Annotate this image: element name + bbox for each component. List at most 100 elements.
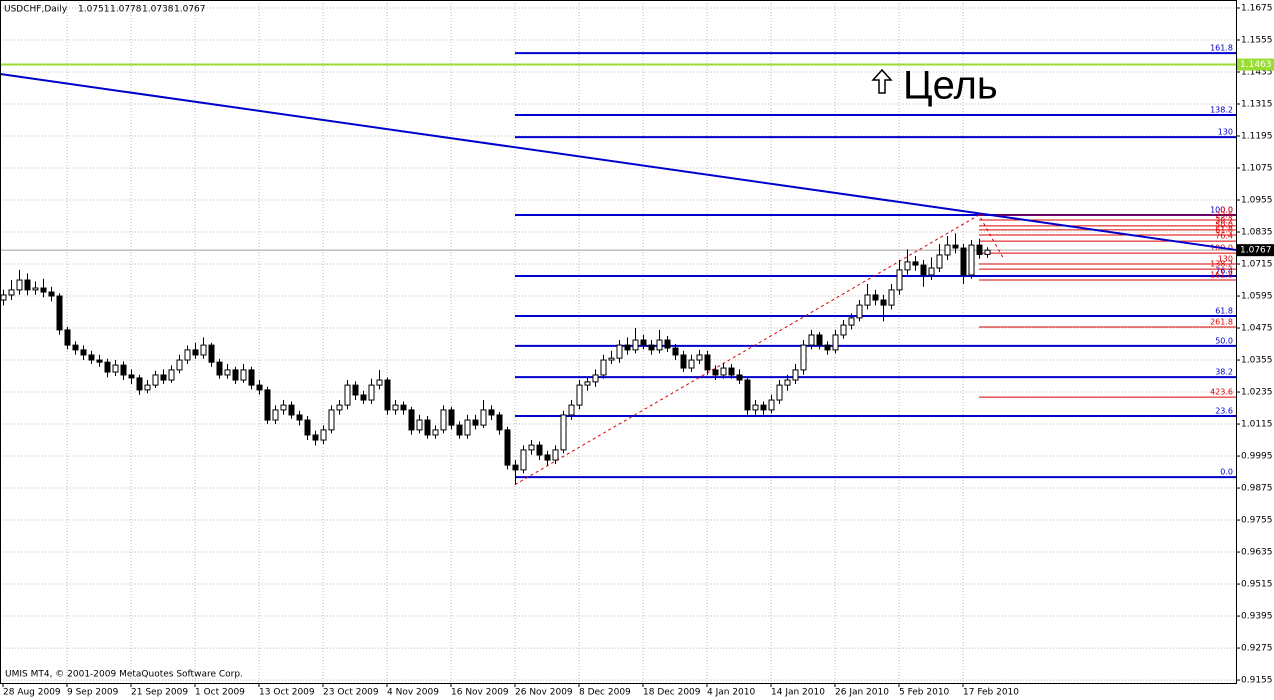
candle-body xyxy=(728,367,735,376)
x-tick-label: 14 Jan 2010 xyxy=(771,688,825,698)
candle-body xyxy=(304,419,311,436)
candle-body xyxy=(112,364,119,373)
x-tick-label: 17 Feb 2010 xyxy=(963,688,1019,698)
candle-body xyxy=(912,261,919,266)
x-tick-label: 21 Sep 2009 xyxy=(131,688,188,698)
fib-label: 38.2 xyxy=(1215,216,1233,225)
y-tick-label: 1.0235 xyxy=(1241,388,1273,398)
fib-label: 76.4 xyxy=(1215,267,1233,276)
candle-body xyxy=(824,344,831,351)
candle-body xyxy=(944,244,951,256)
candle-body xyxy=(896,269,903,291)
candle-body xyxy=(128,374,135,379)
zigzag xyxy=(514,214,1004,486)
candle-body xyxy=(280,404,287,411)
candle-body xyxy=(960,247,967,276)
trendline xyxy=(2,73,980,215)
y-tick-label: 0.9995 xyxy=(1241,452,1273,462)
candle-body xyxy=(192,349,199,356)
candle-body xyxy=(448,409,455,426)
candle-body xyxy=(440,409,447,431)
fib-label: 0.0 xyxy=(1220,468,1233,477)
fib-label: 130 xyxy=(1218,128,1233,137)
x-tick-label: 1 Oct 2009 xyxy=(195,688,245,698)
candle-body xyxy=(384,379,391,411)
candle-body xyxy=(336,404,343,411)
fib-label: 130 xyxy=(1218,255,1233,264)
annotation: Цель xyxy=(903,64,998,108)
candle-body xyxy=(432,429,439,436)
candle-body xyxy=(88,354,95,361)
fib-label: 50.0 xyxy=(1215,220,1233,229)
candle-body xyxy=(208,344,215,363)
chart-title: USDCHF,Daily xyxy=(4,5,68,15)
candle-body xyxy=(928,267,935,276)
candle-body xyxy=(424,419,431,436)
x-tick-label: 18 Dec 2009 xyxy=(643,688,701,698)
candle-body xyxy=(624,344,631,351)
candle-body xyxy=(400,404,407,411)
candle-body xyxy=(888,289,895,306)
x-tick-label: 26 Nov 2009 xyxy=(515,688,573,698)
y-tick-label: 0.9875 xyxy=(1241,484,1273,494)
candle-body xyxy=(0,294,7,301)
candle-body xyxy=(712,369,719,376)
y-tick-label: 1.1675 xyxy=(1241,4,1273,14)
candle-body xyxy=(672,347,679,356)
candle-body xyxy=(144,384,151,391)
candle-body xyxy=(664,339,671,349)
arrow-icon xyxy=(871,68,893,94)
candle-body xyxy=(576,384,583,406)
candle-body xyxy=(408,409,415,431)
candle-body xyxy=(816,334,823,346)
candle-body xyxy=(72,344,79,351)
candle-body xyxy=(544,454,551,461)
candle-body xyxy=(56,295,63,331)
fib-label: 138.2 xyxy=(1210,105,1233,114)
x-tick-label: 4 Nov 2009 xyxy=(387,688,439,698)
y-tick-label: 0.9395 xyxy=(1241,612,1273,622)
candle-body xyxy=(16,279,23,291)
candle-body xyxy=(352,384,359,396)
candle-body xyxy=(32,287,39,291)
candle-body xyxy=(872,294,879,301)
candle-body xyxy=(560,414,567,451)
y-tick-label: 0.9755 xyxy=(1241,516,1273,526)
footer: UMIS MT4, © 2001-2009 MetaQuotes Softwar… xyxy=(5,670,243,680)
header-open: 1.0751 xyxy=(78,5,110,15)
candle-body xyxy=(648,344,655,351)
x-tick-label: 4 Jan 2010 xyxy=(707,688,755,698)
candle-body xyxy=(320,429,327,441)
fib-label: 423.6 xyxy=(1210,388,1233,397)
candle-body xyxy=(104,361,111,373)
candle-body xyxy=(744,379,751,411)
fib-label: 161.8 xyxy=(1210,44,1233,53)
y-tick-label: 1.0955 xyxy=(1241,196,1273,206)
candle-body xyxy=(40,287,47,293)
candle-body xyxy=(856,304,863,319)
y-tick-label: 1.0835 xyxy=(1241,228,1273,238)
candle-body xyxy=(800,344,807,371)
candle-body xyxy=(392,404,399,411)
candle-body xyxy=(288,404,295,416)
fib-label: 161.8 xyxy=(1210,271,1233,280)
x-tick-label: 8 Dec 2009 xyxy=(579,688,631,698)
x-tick-label: 16 Nov 2009 xyxy=(451,688,509,698)
candle-body xyxy=(848,317,855,326)
candle-body xyxy=(920,264,927,276)
candle-body xyxy=(480,409,487,426)
candle-body xyxy=(536,444,543,456)
candle-body xyxy=(96,359,103,363)
candle-body xyxy=(776,384,783,401)
fib-label: 261.8 xyxy=(1210,317,1233,326)
candle-body xyxy=(24,279,31,291)
candle-body xyxy=(880,299,887,306)
candle-body xyxy=(472,419,479,426)
candle-body xyxy=(584,381,591,386)
y-tick-label: 1.1315 xyxy=(1241,100,1273,110)
candle-body xyxy=(904,261,911,271)
candle-body xyxy=(296,414,303,421)
target-price-box xyxy=(1237,58,1274,71)
candle-body xyxy=(464,419,471,436)
